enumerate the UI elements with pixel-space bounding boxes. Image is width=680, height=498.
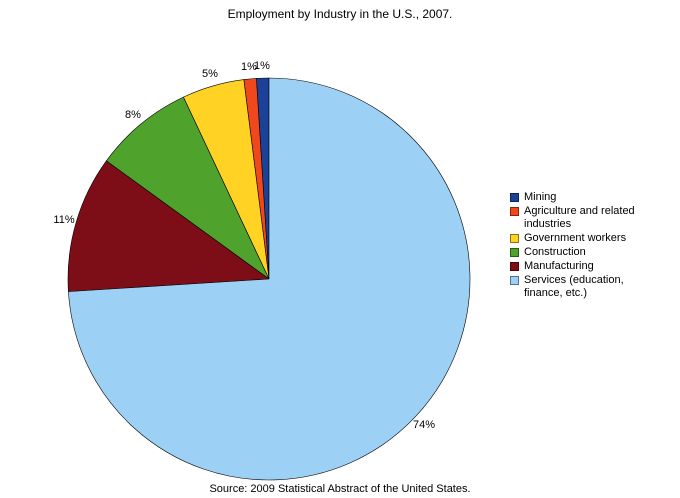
legend-item: Manufacturing	[510, 260, 668, 273]
legend-swatch	[510, 248, 519, 257]
legend-label: Construction	[524, 246, 586, 258]
legend-swatch	[510, 276, 519, 285]
pie-slice-manufacturing	[67, 160, 270, 292]
legend-swatch	[510, 193, 519, 202]
slice-value-label: 1%	[254, 60, 270, 72]
slice-value-label: 1%	[241, 61, 257, 73]
legend-item: Services (education, finance, etc.)	[510, 274, 668, 300]
slice-value-label: 5%	[202, 68, 218, 80]
legend-item: Government workers	[510, 232, 668, 245]
legend-item: Construction	[510, 246, 668, 259]
legend-label: Manufacturing	[524, 260, 594, 272]
slice-value-label: 8%	[125, 109, 141, 121]
chart-source-note: Source: 2009 Statistical Abstract of the…	[209, 483, 471, 495]
legend-label: Mining	[524, 191, 557, 203]
chart-title: Employment by Industry in the U.S., 2007…	[227, 7, 453, 21]
slice-value-label: 11%	[53, 214, 75, 226]
legend-item: Agriculture and related industries	[510, 205, 668, 231]
legend-item: Mining	[510, 191, 668, 204]
legend-swatch	[510, 234, 519, 243]
legend-swatch	[510, 207, 519, 216]
slice-value-label: 74%	[412, 419, 436, 431]
legend-label: Services (education, finance, etc.)	[524, 274, 624, 299]
pie-slice-construction	[106, 96, 270, 280]
legend-swatch	[510, 262, 519, 271]
pie-slice-services-education-finance-etc	[68, 77, 471, 481]
legend-label: Agriculture and related industries	[524, 205, 635, 230]
legend-label: Government workers	[524, 232, 627, 244]
chart-legend: Mining Agriculture and related industries…	[510, 191, 668, 301]
